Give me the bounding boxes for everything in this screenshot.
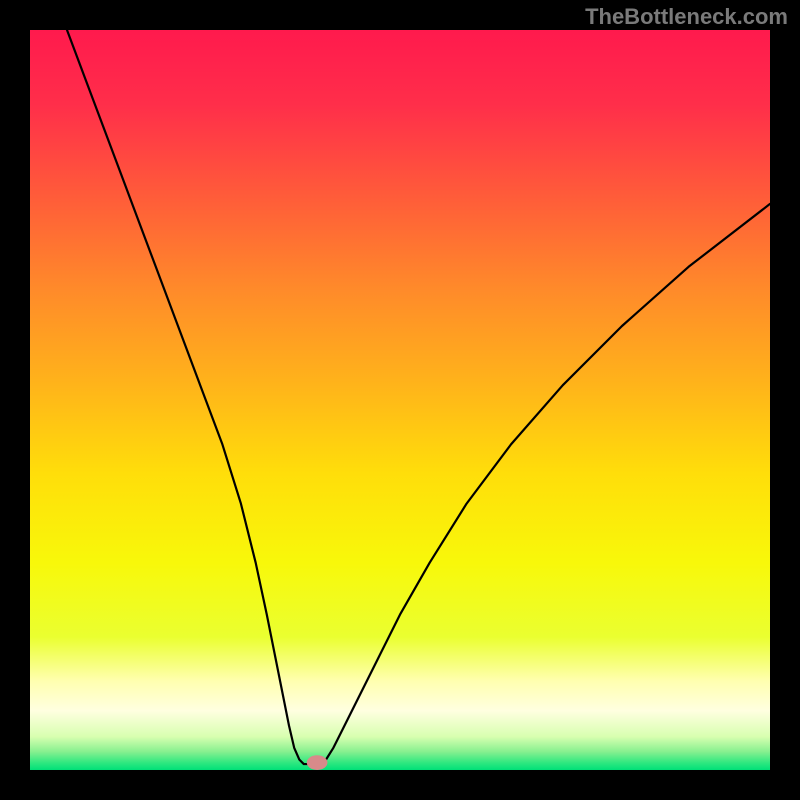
watermark-text: TheBottleneck.com [585, 4, 788, 30]
gradient-background [30, 30, 770, 770]
figure-root: TheBottleneck.com [0, 0, 800, 800]
plot-area [30, 30, 770, 770]
optimum-marker [307, 755, 328, 770]
bottleneck-chart [30, 30, 770, 770]
